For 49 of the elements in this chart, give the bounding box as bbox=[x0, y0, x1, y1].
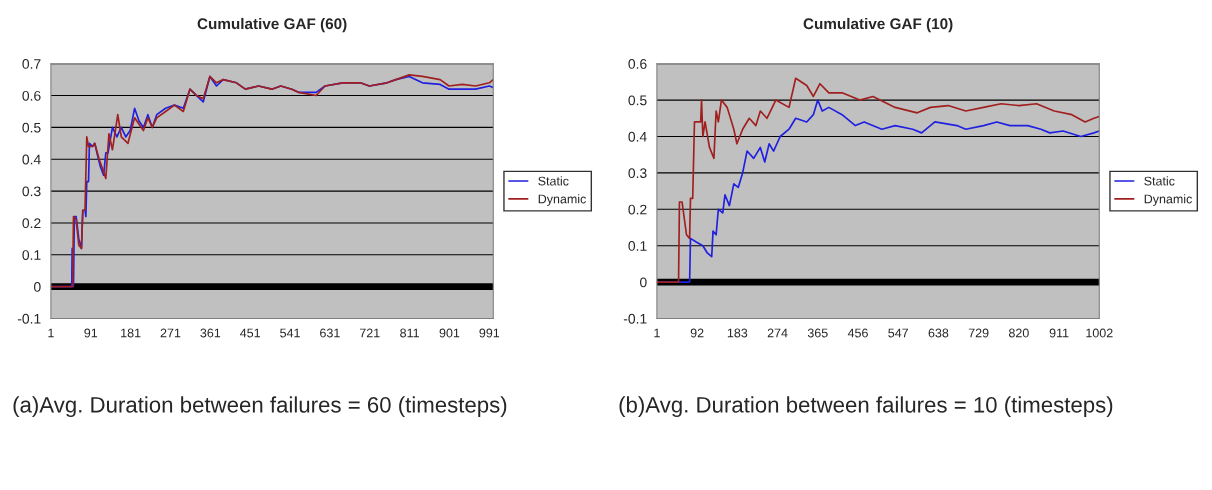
x-tick-label: 92 bbox=[690, 328, 704, 338]
x-tick-label: 365 bbox=[807, 328, 828, 338]
x-tick-label: 721 bbox=[359, 328, 380, 338]
x-tick-label: 729 bbox=[968, 328, 989, 338]
y-tick-label: 0.1 bbox=[22, 250, 41, 260]
x-tick-label: 91 bbox=[84, 328, 98, 338]
x-tick-label: 631 bbox=[320, 328, 340, 338]
x-tick-label: 271 bbox=[160, 328, 181, 338]
chart-title: Cumulative GAF (10) bbox=[803, 17, 953, 33]
x-tick-label: 1 bbox=[654, 328, 660, 338]
x-tick-label: 1002 bbox=[1086, 328, 1113, 338]
y-tick-label: 0.4 bbox=[628, 131, 647, 142]
x-tick-label: 901 bbox=[439, 328, 460, 338]
y-tick-label: 0.3 bbox=[628, 168, 647, 179]
x-tick-label: 820 bbox=[1008, 328, 1029, 338]
y-tick-label: 0.5 bbox=[22, 122, 41, 133]
x-tick-label: 361 bbox=[200, 328, 221, 338]
x-tick-label: 451 bbox=[240, 328, 260, 338]
x-tick-label: 638 bbox=[928, 328, 949, 338]
y-tick-label: 0.6 bbox=[628, 59, 647, 69]
y-tick-label: 0.2 bbox=[22, 218, 41, 229]
y-tick-label: 0.3 bbox=[22, 186, 41, 197]
y-tick-label: -0.1 bbox=[17, 313, 41, 324]
x-tick-label: 811 bbox=[400, 328, 419, 338]
legend-label: Static bbox=[538, 176, 569, 186]
y-tick-label: 0.6 bbox=[22, 90, 41, 101]
y-tick-label: 0.2 bbox=[628, 204, 647, 215]
legend-label: Dynamic bbox=[1144, 194, 1192, 206]
y-tick-label: 0.5 bbox=[628, 95, 647, 106]
x-tick-label: 547 bbox=[888, 328, 908, 338]
text: (b)Avg. Duration between failures = 10 (timesteps) bbox=[619, 396, 1113, 418]
x-tick-label: 456 bbox=[847, 328, 868, 338]
text: (a)Avg. Duration between failures = 60 (timesteps) bbox=[13, 396, 507, 418]
x-tick-label: 991 bbox=[479, 328, 500, 338]
y-tick-label: 0.1 bbox=[628, 241, 647, 251]
y-tick-label: 0 bbox=[640, 277, 647, 288]
x-tick-label: 274 bbox=[767, 328, 788, 338]
chart-title: Cumulative GAF (60) bbox=[197, 17, 347, 33]
y-tick-label: 0.4 bbox=[22, 154, 41, 165]
y-tick-label: -0.1 bbox=[623, 313, 647, 324]
y-tick-label: 0.7 bbox=[22, 59, 41, 69]
y-tick-label: 0 bbox=[34, 281, 41, 292]
x-tick-label: 183 bbox=[727, 328, 748, 338]
x-tick-label: 181 bbox=[121, 328, 141, 338]
legend-label: Dynamic bbox=[538, 194, 586, 206]
x-tick-label: 541 bbox=[280, 328, 300, 338]
legend-label: Static bbox=[1144, 176, 1175, 186]
x-tick-label: 1 bbox=[48, 328, 54, 338]
x-tick-label: 911 bbox=[1049, 328, 1069, 338]
